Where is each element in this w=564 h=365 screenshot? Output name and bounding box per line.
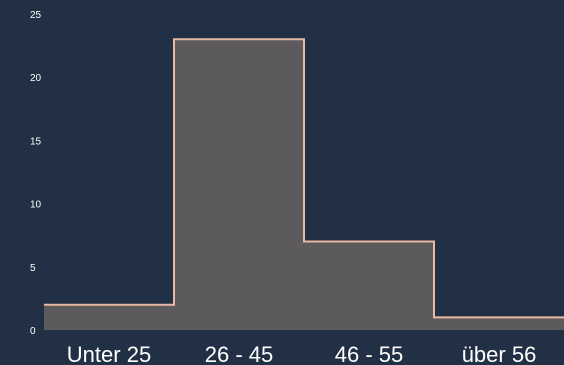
y-tick-label: 0: [30, 326, 36, 337]
x-tick-label: 46 - 55: [335, 342, 404, 365]
y-tick-label: 10: [30, 200, 42, 211]
x-tick-label: über 56: [462, 342, 537, 365]
y-tick-label: 15: [30, 136, 42, 147]
y-tick-label: 5: [30, 263, 36, 274]
step-segment-3: [434, 317, 564, 330]
x-tick-label: Unter 25: [67, 342, 151, 365]
x-axis-ticks: Unter 25 26 - 45 46 - 55 über 56: [67, 342, 537, 365]
y-tick-label: 25: [30, 10, 42, 21]
y-tick-label: 20: [30, 73, 42, 84]
step-segment-0: [44, 305, 174, 330]
step-line: [44, 38, 564, 319]
y-axis-ticks: 0 5 10 15 20 25: [30, 10, 42, 337]
step-segment-1: [174, 39, 304, 330]
x-tick-label: 26 - 45: [205, 342, 274, 365]
plot-area: [44, 38, 564, 330]
step-segment-2: [304, 242, 434, 330]
